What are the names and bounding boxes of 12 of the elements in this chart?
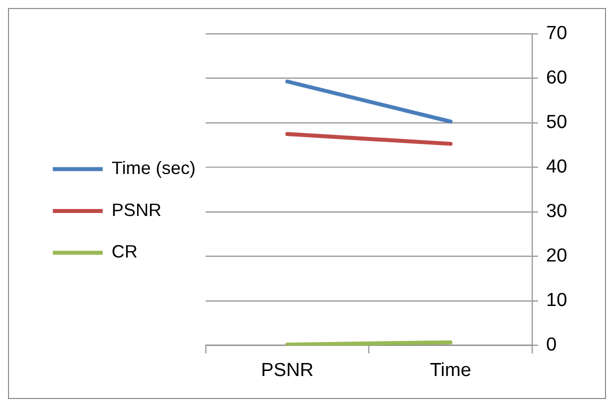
y-tick-label: 70 (546, 23, 568, 44)
y-tick-label: 30 (546, 201, 568, 222)
legend-label: CR (112, 242, 138, 262)
y-tick-label: 60 (546, 68, 568, 89)
y-tick-label: 50 (546, 112, 568, 134)
y-tick-label: 10 (546, 290, 568, 312)
x-tick-label: Time (430, 360, 472, 381)
y-tick-label: 40 (546, 156, 568, 178)
y-tick-label: 20 (546, 246, 568, 267)
legend-label: Time (sec) (112, 158, 196, 178)
legend-label: PSNR (112, 200, 162, 220)
y-tick-label: 0 (546, 334, 557, 356)
